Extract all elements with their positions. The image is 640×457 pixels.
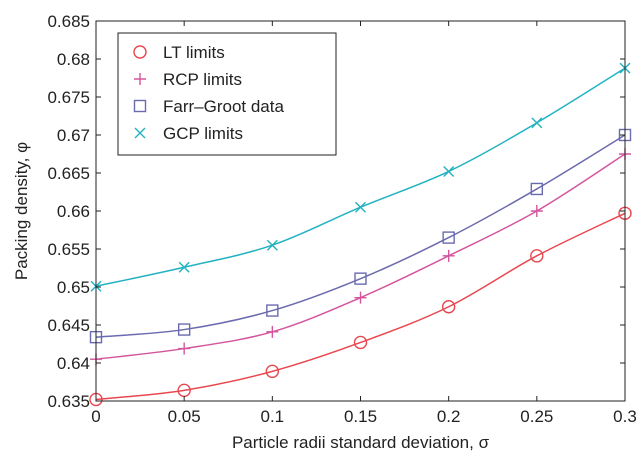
data-point-1-3	[354, 291, 367, 304]
x-tick-label: 0.05	[168, 407, 201, 426]
legend-label-3: GCP limits	[163, 124, 243, 143]
y-tick-label: 0.64	[57, 354, 90, 373]
data-point-1-2	[266, 325, 279, 338]
data-point-2-3	[354, 272, 367, 285]
y-tick-label: 0.635	[47, 392, 90, 411]
y-tick-label: 0.645	[47, 316, 90, 335]
data-point-3-5	[531, 117, 543, 129]
series-line-2	[95, 134, 626, 338]
data-point-3-4	[443, 165, 455, 177]
legend: LT limits RCP limits Farr–Groot data GCP li…	[117, 32, 337, 156]
y-tick-label: 0.65	[57, 278, 90, 297]
x-tick-label: 0.15	[344, 407, 377, 426]
data-point-3-3	[355, 201, 366, 213]
y-tick-label: 0.67	[57, 126, 90, 145]
series-line-0	[95, 212, 626, 401]
x-tick-label: 0.1	[261, 407, 285, 426]
legend-label-1: RCP limits	[163, 70, 242, 89]
y-tick-label: 0.675	[47, 88, 90, 107]
data-point-2-2	[266, 304, 279, 317]
legend-box	[117, 32, 337, 156]
data-point-0-3	[353, 335, 368, 350]
y-tick-label: 0.68	[57, 50, 90, 69]
data-point-1-4	[442, 249, 455, 262]
data-point-3-1	[178, 261, 190, 273]
x-tick-label: 0.25	[520, 407, 553, 426]
data-point-1-1	[178, 342, 191, 355]
legend-marker-1	[134, 73, 146, 85]
y-axis-label: Packing density, φ	[12, 142, 31, 280]
y-tick-label: 0.665	[47, 164, 90, 183]
legend-marker-3	[134, 127, 146, 139]
legend-label-0: LT limits	[163, 43, 225, 62]
x-axis-label: Particle radii standard deviation, σ	[232, 433, 490, 452]
y-tick-label: 0.655	[47, 240, 90, 259]
data-point-3-2	[266, 239, 278, 251]
data-point-2-4	[442, 231, 455, 244]
y-tick-label: 0.66	[57, 202, 90, 221]
data-point-2-5	[530, 182, 544, 196]
series-line-1	[95, 153, 626, 360]
x-tick-label: 0.3	[613, 407, 637, 426]
data-point-1-5	[530, 205, 543, 217]
legend-marker-0	[133, 45, 147, 59]
data-point-2-1	[177, 323, 191, 336]
axes: 0 0.05 0.1 0.15 0.2 0.25 0.3 0.635 0.64 0.645 0.65…	[47, 12, 636, 426]
x-tick-label: 0	[91, 407, 100, 426]
y-tick-label: 0.685	[47, 12, 90, 31]
data-point-0-4	[441, 300, 456, 314]
legend-label-2: Farr–Groot data	[163, 97, 284, 116]
x-tick-label: 0.2	[437, 407, 461, 426]
data-point-0-2	[265, 364, 280, 379]
legend-marker-2	[133, 99, 147, 113]
data-point-0-5	[530, 249, 544, 263]
